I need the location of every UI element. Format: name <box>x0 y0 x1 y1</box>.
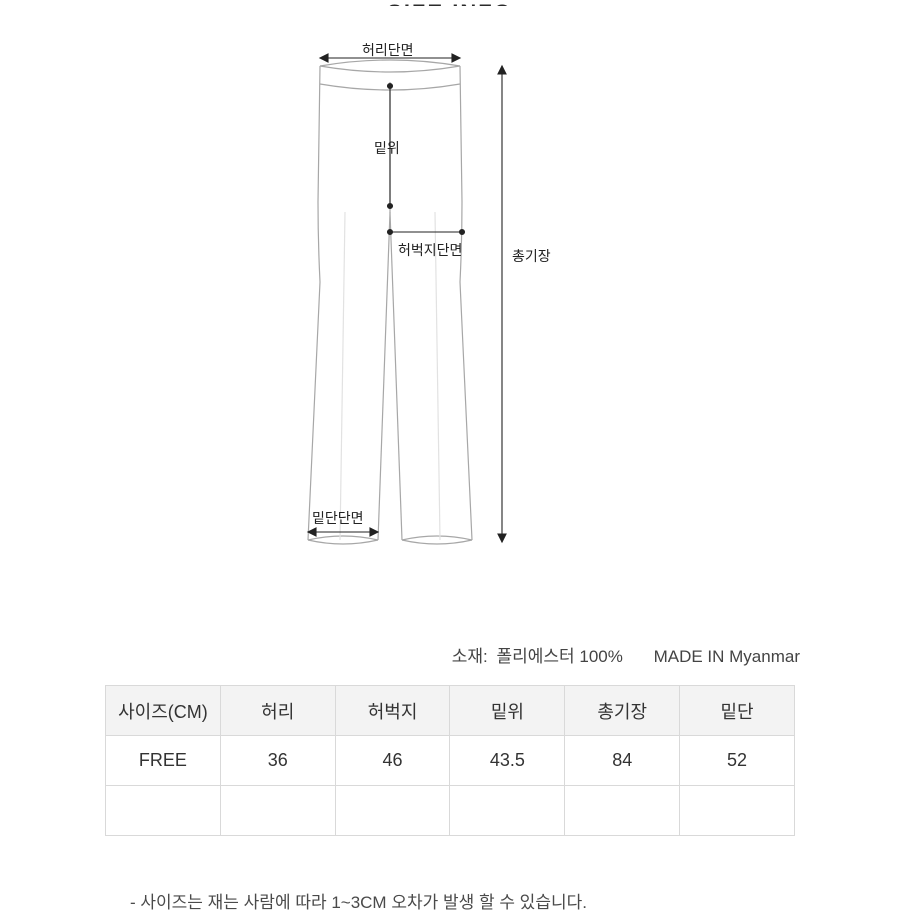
table-header-row: 사이즈(CM) 허리 허벅지 밑위 총기장 밑단 <box>106 686 795 736</box>
cell-empty <box>220 786 335 836</box>
material-value: 폴리에스터 100% <box>496 647 622 666</box>
page-title: SIZE INFO <box>0 0 900 6</box>
table-row: FREE 36 46 43.5 84 52 <box>106 736 795 786</box>
cell-thigh: 46 <box>335 736 450 786</box>
hem-col-header: 밑단 <box>680 686 795 736</box>
cell-hem: 52 <box>680 736 795 786</box>
size-note: - 사이즈는 재는 사람에 따라 1~3CM 오차가 발생 할 수 있습니다. <box>0 888 900 913</box>
cell-empty <box>450 786 565 836</box>
cell-empty <box>106 786 221 836</box>
size-col-header: 사이즈(CM) <box>106 686 221 736</box>
pants-diagram: 허리단면 밑위 허벅지단면 총기장 밑단단면 <box>290 42 610 562</box>
pants-svg <box>290 42 610 562</box>
label-length: 총기장 <box>512 246 551 266</box>
label-waist: 허리단면 <box>362 40 414 60</box>
cell-rise: 43.5 <box>450 736 565 786</box>
cell-waist: 36 <box>220 736 335 786</box>
cell-length: 84 <box>565 736 680 786</box>
size-table: 사이즈(CM) 허리 허벅지 밑위 총기장 밑단 FREE 36 46 43.5… <box>105 685 795 836</box>
length-col-header: 총기장 <box>565 686 680 736</box>
table-row <box>106 786 795 836</box>
cell-empty <box>680 786 795 836</box>
diagram-container: 허리단면 밑위 허벅지단면 총기장 밑단단면 <box>0 42 900 562</box>
rise-col-header: 밑위 <box>450 686 565 736</box>
cell-size: FREE <box>106 736 221 786</box>
waist-col-header: 허리 <box>220 686 335 736</box>
cell-empty <box>565 786 680 836</box>
material-label: 소재: <box>452 647 488 666</box>
label-hem: 밑단단면 <box>312 508 364 528</box>
cell-empty <box>335 786 450 836</box>
material-info: 소재: 폴리에스터 100% MADE IN Myanmar <box>0 642 900 685</box>
label-thigh: 허벅지단면 <box>398 240 462 260</box>
label-rise: 밑위 <box>374 138 400 158</box>
origin-label: MADE IN Myanmar <box>654 647 800 666</box>
thigh-col-header: 허벅지 <box>335 686 450 736</box>
